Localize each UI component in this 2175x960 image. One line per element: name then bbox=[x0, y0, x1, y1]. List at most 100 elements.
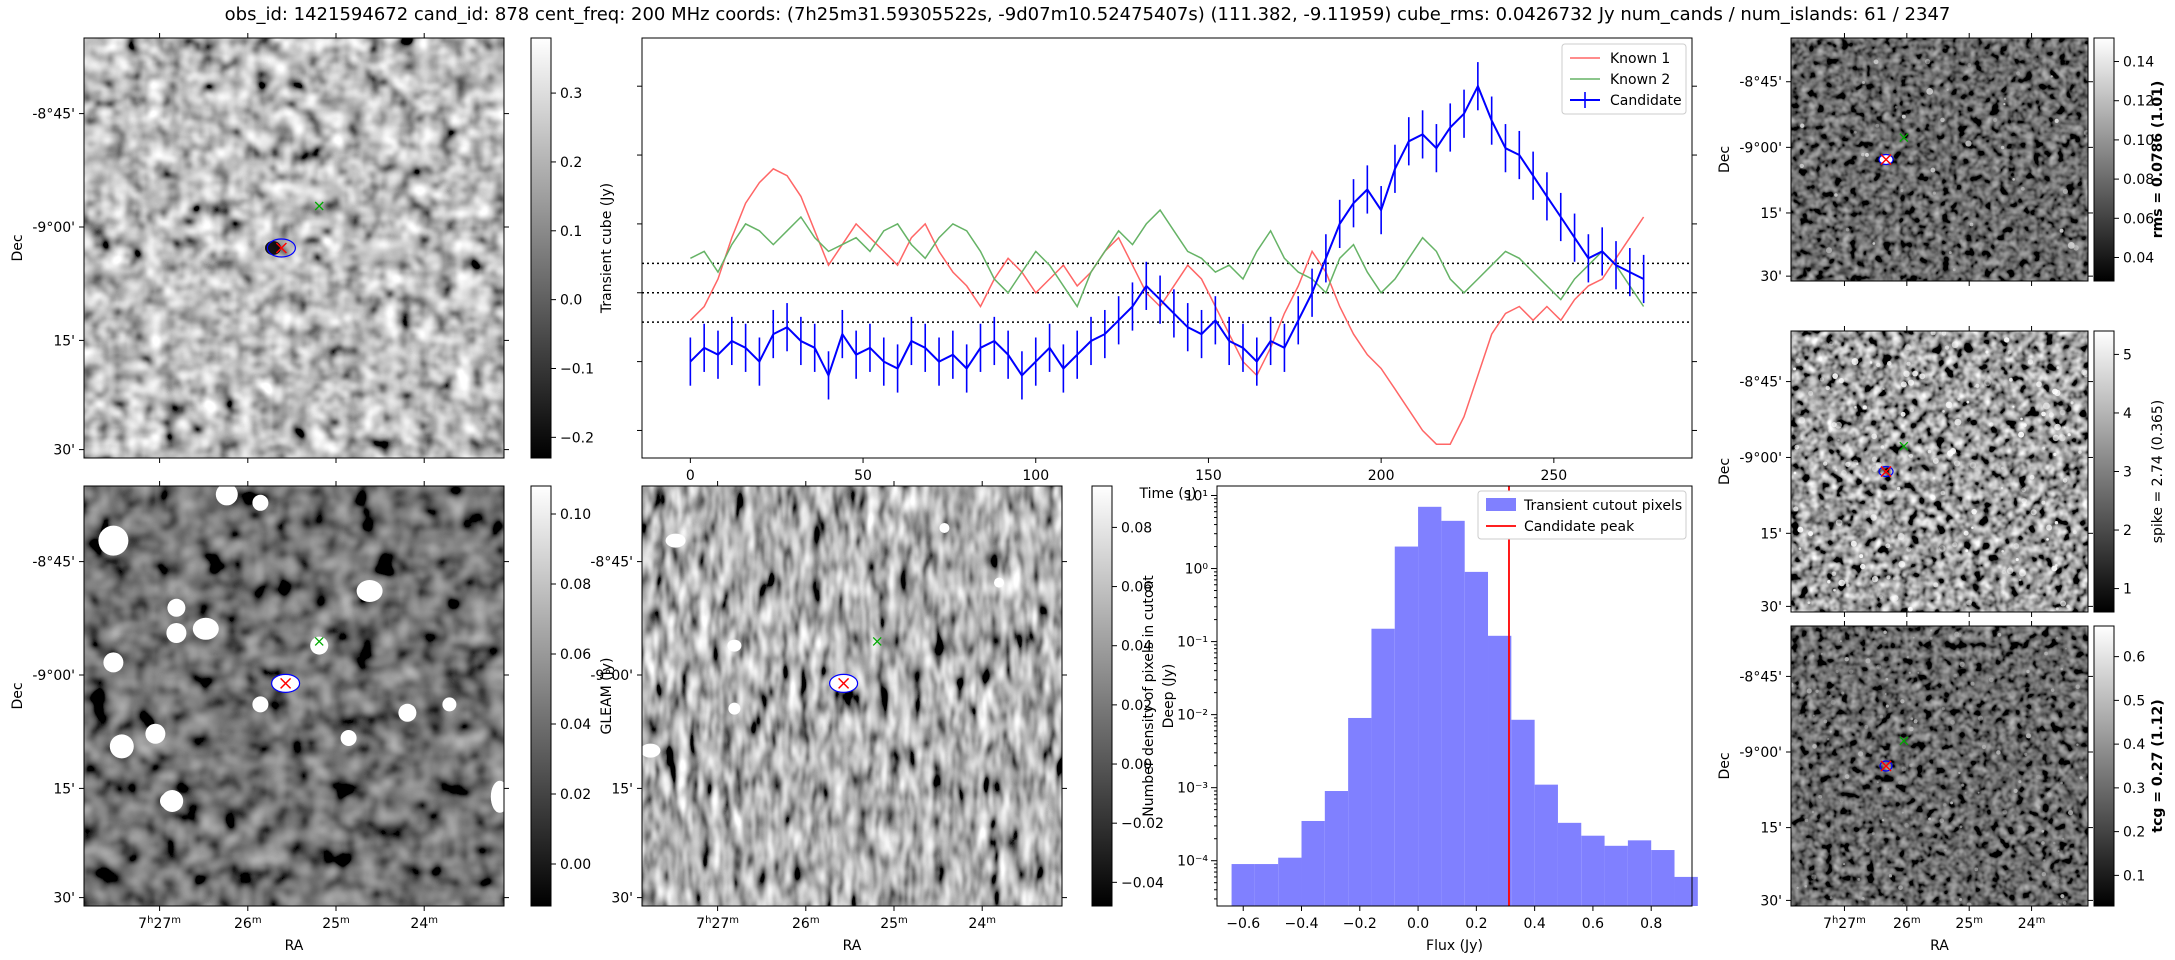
transient_cube_image-frame bbox=[83, 37, 505, 459]
tcg_image-panel: -8°45' -9°00' 15' 30' 7h27m 26m 25m 24m RA Dec 0.6… bbox=[1717, 621, 2166, 954]
histogram-bar bbox=[1464, 571, 1489, 906]
noise-spot bbox=[1829, 896, 1833, 900]
noise-spot bbox=[2041, 411, 2046, 417]
noise-spot bbox=[2053, 452, 2057, 457]
noise-spot bbox=[1811, 810, 1815, 814]
noise-spot bbox=[1798, 714, 1802, 717]
x-tick-label: 0.2 bbox=[1465, 916, 1487, 932]
dec-tick-label: -8°45' bbox=[32, 107, 75, 123]
deep_image-frame bbox=[641, 485, 1063, 907]
noise-spot bbox=[1850, 540, 1857, 547]
y-tick-label: 10¹ bbox=[1185, 488, 1208, 504]
noise-spot bbox=[1992, 117, 1998, 123]
noise-spot bbox=[1929, 636, 1933, 640]
noise-spot bbox=[1796, 886, 1799, 889]
ra-tick-label: 24m bbox=[2018, 915, 2046, 933]
noise-spot bbox=[1797, 526, 1804, 533]
noise-spot bbox=[1876, 781, 1879, 784]
noise-spot bbox=[2016, 71, 2021, 76]
noise-spot bbox=[2041, 500, 2046, 505]
ra-tick-label: 25m bbox=[1955, 915, 1983, 933]
colorbar-tick-label: 0.08 bbox=[560, 577, 591, 593]
source-blob bbox=[642, 743, 661, 758]
source-blob bbox=[252, 696, 269, 713]
noise-spot bbox=[1800, 437, 1804, 441]
dec-tick-label: -8°45' bbox=[590, 555, 633, 571]
noise-spot bbox=[1966, 599, 1972, 606]
candidate-position-marker bbox=[1880, 760, 1892, 772]
noise-spot bbox=[1886, 361, 1892, 366]
noise-spot bbox=[1913, 719, 1918, 724]
dec-tick-label: 15' bbox=[53, 333, 75, 349]
noise-spot bbox=[1844, 579, 1849, 585]
dec-axis-label: Dec bbox=[1717, 458, 1733, 485]
noise-spot bbox=[1893, 595, 1899, 601]
colorbar-label: Deep (Jy) bbox=[1161, 664, 1177, 729]
colorbar-tick-label: −0.1 bbox=[560, 361, 594, 377]
noise-spot bbox=[1924, 58, 1931, 65]
noise-spot bbox=[1807, 601, 1811, 605]
colorbar-tick-label: 0.14 bbox=[2123, 55, 2154, 71]
noise-spot bbox=[1795, 358, 1801, 364]
legend-label: Candidate bbox=[1610, 93, 1682, 109]
noise-spot bbox=[1798, 416, 1806, 424]
known-source-marker bbox=[314, 636, 324, 646]
histogram-panel: −0.6 −0.4 −0.2 0.0 0.2 0.4 0.6 0.8 10¹ 10⁰ 10⁻¹ 10⁻… bbox=[1141, 485, 1698, 954]
noise-spot bbox=[2051, 565, 2058, 572]
noise-spot bbox=[2076, 743, 2079, 746]
noise-spot bbox=[1853, 130, 1857, 134]
noise-spot bbox=[1793, 367, 1797, 371]
noise-spot bbox=[1880, 445, 1885, 449]
noise-spot bbox=[1872, 900, 1875, 903]
noise-spot bbox=[2053, 841, 2056, 845]
ra-tick-label: 24m bbox=[968, 915, 996, 933]
candidate-position-marker bbox=[1880, 465, 1892, 478]
noise-spot bbox=[2001, 549, 2005, 553]
noise-spot bbox=[1879, 714, 1884, 719]
dec-tick-label: 30' bbox=[1760, 269, 1782, 285]
noise-spot bbox=[1900, 411, 1906, 417]
noise-spot bbox=[1808, 531, 1814, 537]
noise-spot bbox=[2057, 850, 2060, 853]
noise-spot bbox=[1812, 655, 1815, 658]
source-blob bbox=[166, 623, 187, 643]
histogram-frame bbox=[1216, 485, 1693, 907]
histogram-legend: Transient cutout pixels Candidate peak bbox=[1477, 490, 1687, 540]
histogram-bar bbox=[1534, 784, 1558, 906]
known-source-marker bbox=[872, 636, 882, 646]
noise-spot bbox=[1808, 390, 1814, 396]
colorbar-tick-label: 0.0 bbox=[560, 293, 582, 309]
noise-spot bbox=[2042, 402, 2050, 410]
noise-spot bbox=[2060, 667, 2064, 671]
noise-spot bbox=[1839, 798, 1844, 803]
noise-spot bbox=[1907, 606, 1913, 612]
noise-spot bbox=[1806, 688, 1812, 694]
colorbar-tick-label: 0.00 bbox=[560, 857, 591, 873]
noise-spot bbox=[1876, 664, 1882, 670]
x-tick-label: 0.8 bbox=[1640, 916, 1662, 932]
noise-spot bbox=[2062, 837, 2065, 840]
dec-tick-label: -8°45' bbox=[1739, 375, 1782, 391]
noise-spot bbox=[2054, 118, 2059, 123]
noise-spot bbox=[1966, 902, 1972, 906]
colorbar-tick-label: 0.2 bbox=[2123, 825, 2145, 841]
noise-spot bbox=[1858, 751, 1864, 757]
noise-spot bbox=[2054, 423, 2061, 431]
histogram-bar bbox=[1278, 857, 1302, 906]
noise-spot bbox=[1894, 105, 1898, 109]
dec-axis-label: Dec bbox=[1717, 146, 1733, 173]
colorbar-tick-label: 0.06 bbox=[560, 647, 591, 663]
candidate-position-marker bbox=[1880, 153, 1892, 166]
noise-spot bbox=[1943, 803, 1947, 807]
noise-spot bbox=[1830, 699, 1836, 705]
noise-spot bbox=[2036, 774, 2041, 780]
noise-spot bbox=[1909, 726, 1914, 732]
histogram-bar bbox=[1511, 719, 1535, 906]
noise-spot bbox=[2059, 409, 2066, 416]
noise-spot bbox=[1952, 542, 1958, 548]
dec-tick-label: 30' bbox=[611, 891, 633, 907]
noise-spot bbox=[2036, 381, 2042, 388]
noise-spot bbox=[1842, 862, 1846, 866]
noise-spot bbox=[1945, 401, 1953, 409]
y-axis-label: Number density of pixels in cutout bbox=[1141, 575, 1157, 817]
